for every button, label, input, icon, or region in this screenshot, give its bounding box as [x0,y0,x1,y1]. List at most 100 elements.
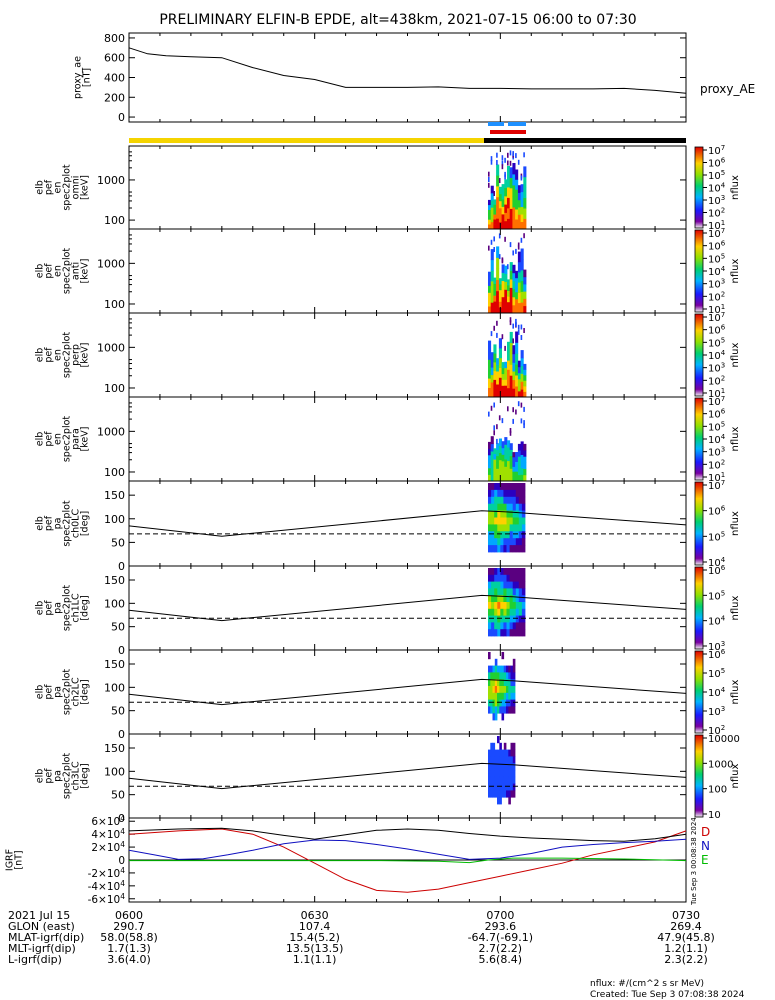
spec-pixel [503,510,507,518]
spec-pixel [521,545,526,553]
spec-pixel [494,574,498,582]
spec-pixel [497,524,501,532]
spec-pixel [512,496,517,505]
colorbar-tick-label: 104 [708,615,726,628]
spec-pixel [515,277,519,286]
spec-pixel [503,517,507,525]
y-tick-label: 0 [118,728,125,741]
spec-pixel [490,352,494,361]
panel-ylabel-line: en [53,265,64,277]
spec-pixel [501,783,505,791]
spec-pixel [497,483,501,491]
spec-pixel [490,699,493,707]
spec-pixel [506,699,509,707]
colorbar-tick-label: 104 [708,556,726,569]
spec-pixel [506,756,509,764]
spec-pixel [501,373,505,380]
spec-pixel [494,699,498,707]
spec-pixel [490,159,493,165]
spec-pixel [493,475,497,482]
y-tick-label: 100 [104,466,125,479]
spec-pixel [515,524,520,532]
panel-frame [128,480,687,567]
spec-pixel [498,459,502,468]
spec-pixel [493,204,497,210]
spec-pixel [518,602,523,610]
spec-pixel [521,538,526,546]
spec-pixel [507,460,511,468]
proxy-ylabel-line: [nT] [82,68,93,87]
spec-pixel [506,602,510,610]
spec-pixel [496,364,500,372]
spec-pixel [498,452,502,461]
footer-value: 290.7 [113,920,145,933]
spec-pixel [497,790,500,798]
spec-pixel [494,595,498,603]
spec-pixel [509,242,512,248]
footer-value: -64.7(-69.1) [468,931,534,944]
spec-pixel [497,595,501,603]
spec-pixel [520,324,523,330]
y-tick-label: -2×104 [88,866,126,880]
spec-pixel [506,629,510,637]
spec-pixel [493,448,497,455]
spec-pixel [508,749,511,757]
panel-ylabel-line: pef [44,768,55,784]
spec-pixel [503,574,507,582]
spec-pixel [498,278,502,285]
spec-pixel [520,461,524,469]
spec-pixel [497,692,500,700]
spec-pixel [497,574,501,582]
spec-pixel [509,483,514,491]
spec-pixel [504,281,508,290]
spec-pixel [512,503,517,511]
y-tick-label: 1000 [97,174,125,187]
orbit-bar-gold [129,138,484,143]
spec-pixel [512,588,517,596]
spec-pixel [488,306,492,314]
spec-pixel [512,452,516,458]
proxy-legend: proxy_AE [700,82,755,96]
colorbar-label: nflux [730,595,741,620]
spec-pixel [494,776,498,784]
spec-pixel [515,456,519,462]
spec-pixel [515,510,520,518]
colorbar-tick-label: 104 [708,433,726,446]
spec-pixel [493,388,497,398]
spec-pixel [503,483,507,491]
spec-pixel [497,736,500,744]
spec-pixel [517,324,520,330]
spec-pixel [512,538,517,546]
spec-pixel [493,430,495,436]
y-tick-label: 150 [104,742,125,755]
colorbar-tick-label: 106 [708,648,726,661]
panel-ylabel-line: [keV] [80,175,91,200]
spec-pixel [520,335,523,340]
spec-pixel [520,221,524,230]
y-tick-label: 0 [118,644,125,657]
spec-pixel [488,503,492,511]
spec-pixel [506,615,510,623]
spec-pixel [493,219,497,225]
spec-pixel [506,588,510,596]
spec-pixel [504,345,506,351]
spec-pixel [509,177,513,189]
spec-pixel [494,756,498,764]
spec-pixel [512,679,516,687]
colorbar-gradient [694,734,704,818]
spec-pixel [521,568,526,576]
colorbar-tick-label: 103 [708,446,725,459]
spec-pixel [494,524,498,532]
panel-ylabel-line: [deg] [80,511,91,536]
spec-pixel [496,152,498,158]
spec-pixel [508,665,511,673]
spec-pixel [499,672,502,680]
spec-pixel [488,770,491,778]
spec-pixel [493,247,495,252]
y-tick-label: 150 [104,574,125,587]
spec-pixel [520,418,523,424]
spec-pixel [509,545,514,553]
spec-pixel [488,679,491,687]
